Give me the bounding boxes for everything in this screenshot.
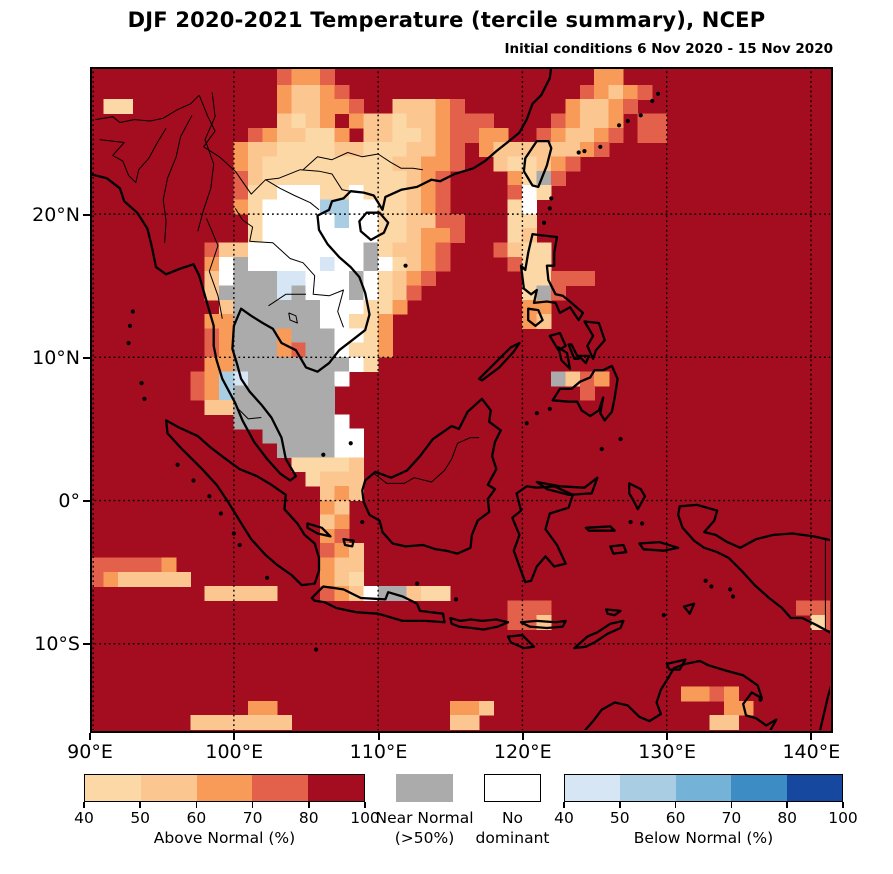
coastlines: [92, 69, 831, 731]
x-axis-tick: [666, 733, 669, 740]
above-normal-segment: [140, 775, 197, 801]
above-normal-tick: [139, 802, 141, 808]
below-normal-tick: [563, 802, 565, 808]
x-axis-tick: [233, 733, 236, 740]
legend-near-normal-swatch: [396, 774, 453, 802]
above-normal-tick-label: 70: [242, 809, 263, 827]
x-axis-tick: [377, 733, 380, 740]
tercile-cells: [92, 69, 831, 731]
small-islands: [126, 91, 763, 702]
near-normal-label: Near Normal: [375, 809, 474, 827]
x-axis-tick: [810, 733, 813, 740]
above-normal-tick: [83, 802, 85, 808]
x-axis-tick-label: 120°E: [493, 741, 552, 763]
no-dominant-label: No: [501, 809, 524, 827]
above-normal-tick: [364, 802, 366, 808]
above-normal-tick-label: 100: [350, 809, 380, 827]
above-normal-segment: [252, 775, 309, 801]
below-normal-tick-label: 50: [609, 809, 630, 827]
above-normal-segment: [308, 775, 364, 801]
below-normal-segment: [731, 775, 787, 801]
below-normal-tick: [842, 802, 844, 808]
above-normal-tick-label: 80: [298, 809, 319, 827]
above-normal-label: Above Normal (%): [153, 829, 296, 847]
map-panel: [90, 67, 833, 733]
below-normal-segment: [675, 775, 732, 801]
plot-title: DJF 2020-2021 Temperature (tercile summa…: [127, 8, 766, 32]
x-axis-tick-label: 100°E: [205, 741, 264, 763]
y-axis-tick: [83, 356, 90, 359]
x-axis-tick-label: 130°E: [638, 741, 696, 763]
below-normal-tick-label: 70: [721, 809, 742, 827]
below-normal-segment: [565, 775, 621, 801]
map-canvas: [92, 69, 831, 731]
above-normal-tick: [308, 802, 310, 808]
y-axis-tick-label: 20°N: [32, 203, 80, 226]
near-normal-sublabel: (>50%): [394, 829, 455, 847]
below-normal-tick: [730, 802, 733, 808]
y-axis-tick-label: 10°S: [34, 633, 80, 656]
x-axis-tick-label: 140°E: [782, 741, 841, 763]
below-normal-tick-label: 100: [828, 809, 858, 827]
colorbar-below-normal: [564, 774, 843, 802]
legend-no-dominant-swatch: [484, 774, 541, 802]
colorbar-above-normal: [84, 774, 365, 802]
below-normal-tick-label: 60: [665, 809, 686, 827]
no-dominant-sublabel: dominant: [475, 829, 550, 847]
x-axis-tick-label: 110°E: [349, 741, 408, 763]
above-normal-segment: [196, 775, 253, 801]
x-axis-tick-label: 90°E: [67, 741, 113, 763]
above-normal-tick-label: 50: [130, 809, 151, 827]
below-normal-label: Below Normal (%): [633, 829, 774, 847]
country-borders: [95, 92, 826, 631]
below-normal-tick: [786, 802, 788, 808]
plot-subtitle: Initial conditions 6 Nov 2020 - 15 Nov 2…: [504, 41, 833, 57]
y-axis-tick: [83, 643, 90, 646]
y-axis-tick: [83, 499, 90, 502]
above-normal-tick-label: 60: [186, 809, 207, 827]
y-axis-tick-label: 10°N: [32, 346, 80, 369]
y-axis-tick-label: 0°: [58, 489, 80, 512]
below-normal-tick: [619, 802, 621, 808]
below-normal-tick-label: 80: [777, 809, 798, 827]
x-axis-tick: [89, 733, 91, 740]
above-normal-tick: [195, 802, 198, 808]
below-normal-tick-label: 40: [554, 809, 574, 827]
below-normal-segment: [786, 775, 843, 801]
x-axis-tick: [521, 733, 524, 740]
above-normal-tick: [251, 802, 254, 808]
below-normal-tick: [674, 802, 677, 808]
y-axis-tick: [83, 213, 90, 216]
above-normal-segment: [85, 775, 141, 801]
below-normal-segment: [620, 775, 676, 801]
above-normal-tick-label: 40: [74, 809, 94, 827]
